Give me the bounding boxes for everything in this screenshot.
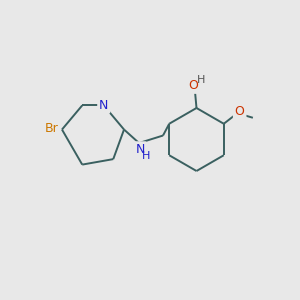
Text: N: N	[99, 99, 109, 112]
Text: H: H	[141, 151, 150, 161]
Text: O: O	[189, 79, 198, 92]
Text: H: H	[197, 75, 205, 85]
Text: N: N	[136, 143, 145, 156]
Text: O: O	[235, 105, 244, 118]
Text: Br: Br	[45, 122, 58, 134]
